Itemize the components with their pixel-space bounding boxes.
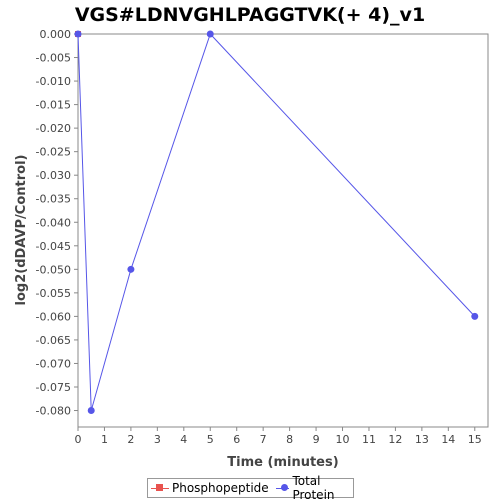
x-tick-label: 9 bbox=[313, 433, 320, 446]
x-tick-label: 8 bbox=[286, 433, 293, 446]
x-tick-label: 3 bbox=[154, 433, 161, 446]
legend-item-phosphopeptide: Phosphopeptide bbox=[151, 481, 269, 495]
y-tick-label: -0.035 bbox=[36, 193, 71, 206]
data-point bbox=[127, 265, 135, 273]
y-axis: 0.000 -0.005 -0.010 -0.015 -0.020 -0.025 -0.03… bbox=[36, 28, 78, 418]
x-tick-label: 10 bbox=[336, 433, 350, 446]
x-axis: 0 1 2 3 4 5 6 7 8 9 10 11 12 13 14 15 bbox=[75, 427, 482, 446]
y-tick-label: -0.060 bbox=[36, 310, 71, 323]
chart-title: VGS#LDNVGHLPAGGTVK(+ 4)_v1 bbox=[75, 4, 425, 26]
x-tick-label: 4 bbox=[180, 433, 187, 446]
x-tick-label: 1 bbox=[101, 433, 108, 446]
x-tick-label: 7 bbox=[260, 433, 267, 446]
y-tick-label: -0.050 bbox=[36, 263, 71, 276]
legend-label-total-protein: Total Protein bbox=[292, 474, 335, 502]
legend-swatch-total-protein bbox=[275, 483, 290, 493]
y-tick-label: -0.040 bbox=[36, 216, 71, 229]
data-point bbox=[206, 30, 214, 38]
x-tick-label: 0 bbox=[75, 433, 82, 446]
y-tick-label: 0.000 bbox=[40, 28, 72, 41]
x-tick-label: 12 bbox=[388, 433, 402, 446]
y-tick-label: -0.070 bbox=[36, 357, 71, 370]
y-tick-label: -0.030 bbox=[36, 169, 71, 182]
y-tick-label: -0.065 bbox=[36, 334, 71, 347]
data-point bbox=[74, 30, 82, 38]
y-axis-label: log2(dDAVP/Control) bbox=[14, 155, 29, 306]
x-tick-label: 11 bbox=[362, 433, 376, 446]
x-tick-label: 2 bbox=[127, 433, 134, 446]
legend: Phosphopeptide Total Protein bbox=[147, 474, 354, 502]
x-axis-label: Time (minutes) bbox=[227, 455, 338, 470]
x-tick-label: 15 bbox=[468, 433, 482, 446]
data-point bbox=[87, 407, 95, 415]
y-tick-label: -0.020 bbox=[36, 122, 71, 135]
legend-swatch-phosphopeptide bbox=[151, 483, 169, 493]
series-total-protein bbox=[74, 30, 479, 415]
data-point bbox=[471, 312, 479, 320]
x-tick-label: 14 bbox=[441, 433, 455, 446]
legend-item-total-protein: Total Protein bbox=[275, 474, 349, 502]
y-tick-label: -0.045 bbox=[36, 240, 71, 253]
y-tick-label: -0.055 bbox=[36, 287, 71, 300]
y-tick-label: -0.015 bbox=[36, 99, 71, 112]
x-tick-label: 6 bbox=[233, 433, 240, 446]
y-tick-label: -0.075 bbox=[36, 381, 71, 394]
y-tick-label: -0.005 bbox=[36, 52, 71, 65]
y-tick-label: -0.010 bbox=[36, 75, 71, 88]
y-tick-label: -0.025 bbox=[36, 146, 71, 159]
plot-area bbox=[77, 33, 489, 428]
x-tick-label: 13 bbox=[415, 433, 429, 446]
series-layer bbox=[74, 30, 479, 415]
x-tick-label: 5 bbox=[207, 433, 214, 446]
y-tick-label: -0.080 bbox=[36, 405, 71, 418]
legend-label-phosphopeptide: Phosphopeptide bbox=[172, 481, 269, 495]
